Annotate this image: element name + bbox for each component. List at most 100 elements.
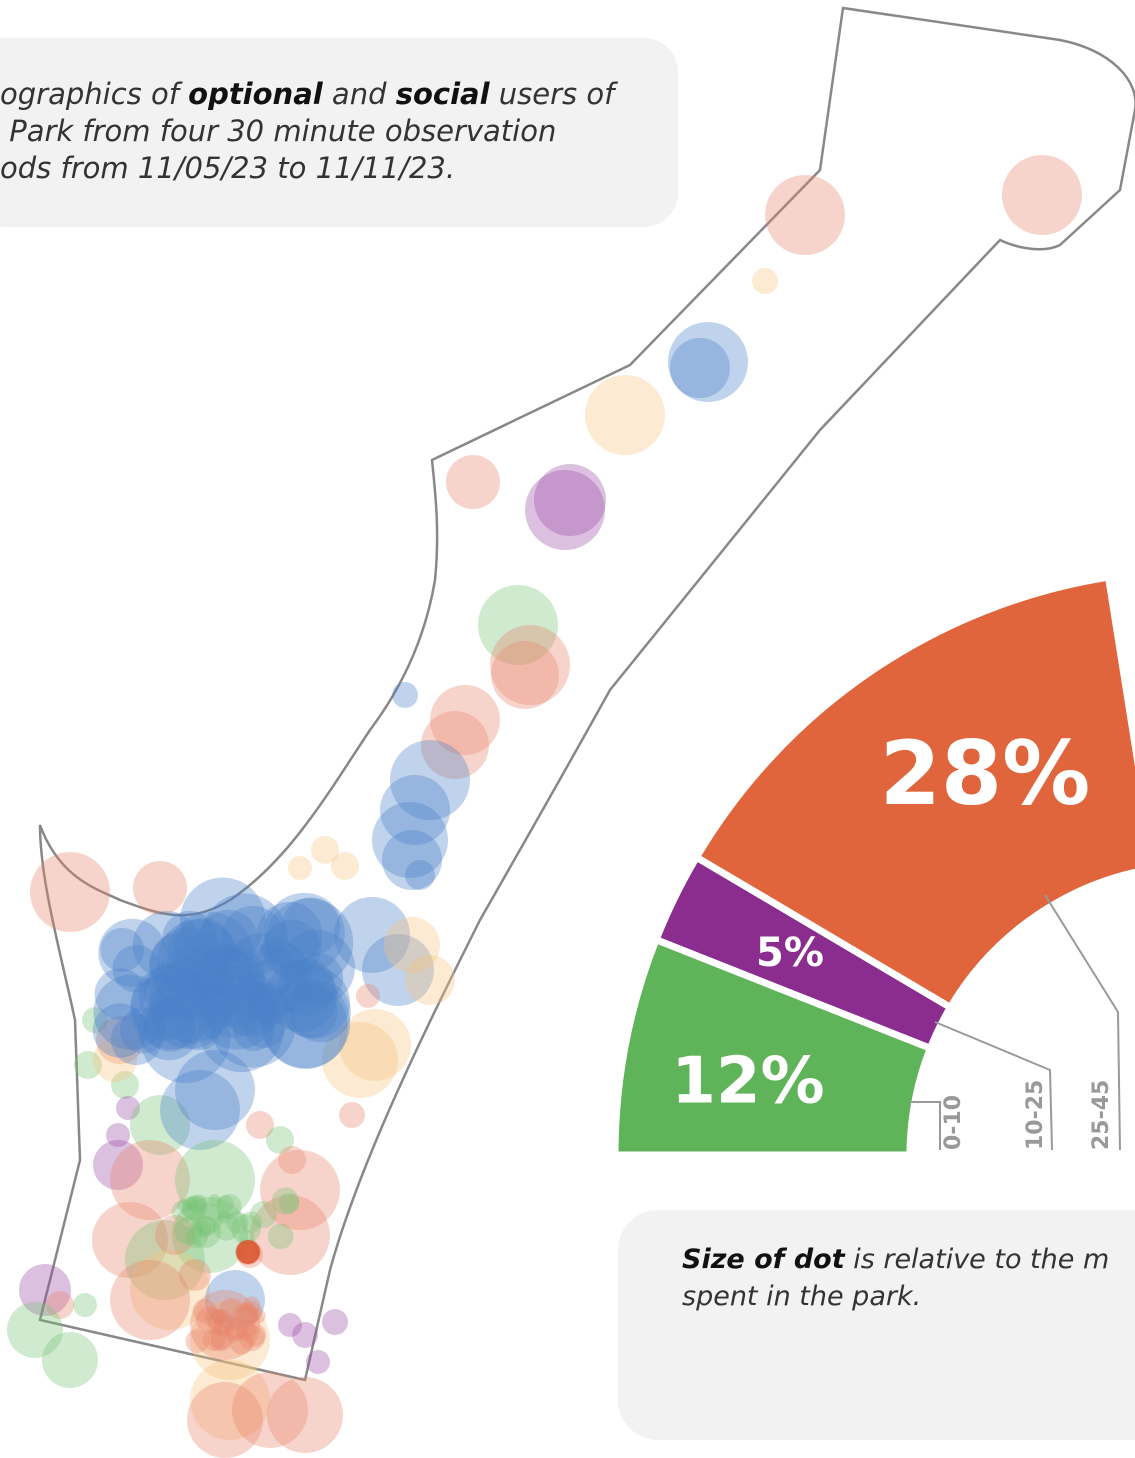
dot: [130, 965, 215, 1050]
dot: [384, 917, 440, 973]
dot: [181, 1196, 206, 1221]
dot: [160, 1070, 240, 1150]
donut-segment: [691, 573, 1135, 1013]
dot: [212, 1213, 241, 1241]
dot: [190, 1290, 260, 1360]
dot: [212, 1309, 229, 1326]
intro-line: Park from four 30 minute observation: [0, 114, 556, 148]
dot: [185, 1197, 199, 1210]
intro-span: and: [323, 77, 396, 111]
dot: [110, 1260, 190, 1340]
dot: [96, 1016, 144, 1064]
dot: [133, 861, 187, 915]
dot: [166, 911, 254, 999]
dot: [293, 953, 344, 1003]
dot: [267, 1377, 343, 1453]
dot: [138, 974, 186, 1021]
dot: [74, 1051, 102, 1079]
dot: [42, 1332, 98, 1388]
dot: [585, 375, 665, 455]
dot: [92, 1003, 148, 1058]
dot: [205, 1270, 265, 1330]
dot: [242, 1296, 261, 1315]
dot: [130, 1095, 190, 1155]
dot: [46, 1291, 74, 1319]
intro-bold: social: [396, 77, 491, 111]
dot: [226, 1211, 249, 1234]
dot: [262, 919, 321, 979]
dot: [7, 1302, 63, 1358]
dot: [210, 1328, 232, 1350]
intro-span: Park from four 30 minute observation: [0, 114, 556, 148]
dot: [185, 1225, 208, 1249]
dot: [278, 1146, 306, 1174]
dot: [233, 1303, 257, 1327]
dot: [98, 918, 167, 987]
dot: [190, 1194, 208, 1212]
dot: [112, 944, 161, 993]
dot: [289, 981, 351, 1043]
leader-line: [934, 1021, 1053, 1151]
dot: [238, 1325, 265, 1351]
dot: [247, 945, 298, 996]
dot: [405, 860, 435, 890]
dot: [174, 1216, 203, 1246]
dot: [217, 1195, 234, 1212]
dot: [144, 999, 196, 1052]
dot: [213, 1314, 236, 1337]
dot: [209, 981, 296, 1068]
dot: [446, 455, 500, 509]
dot: [110, 1014, 162, 1066]
dot: [247, 982, 291, 1026]
dot: [668, 322, 748, 402]
dot: [198, 986, 284, 1073]
dot: [175, 1050, 255, 1130]
dot: [229, 1331, 254, 1355]
dot: [281, 897, 341, 956]
dot: [143, 961, 202, 1020]
age-label: 25-45: [1089, 1080, 1114, 1150]
dot: [240, 1211, 262, 1234]
dot: [154, 948, 226, 1020]
dot: [243, 1006, 286, 1049]
dot: [231, 1213, 262, 1244]
dot: [196, 1306, 224, 1334]
dot: [277, 966, 350, 1039]
dot: [277, 958, 336, 1016]
dot: [100, 927, 145, 972]
dot: [243, 1323, 267, 1347]
dot: [116, 1096, 140, 1120]
dot: [189, 1216, 222, 1249]
dot: [225, 1317, 248, 1340]
dot: [137, 997, 201, 1061]
dot: [212, 974, 266, 1029]
dot: [478, 585, 558, 665]
dot: [175, 1140, 255, 1220]
dot: [221, 905, 285, 969]
dot: [238, 941, 313, 1016]
leader-line: [1044, 894, 1121, 1151]
dot: [30, 852, 110, 932]
age-label: 0-10: [941, 1095, 966, 1150]
intro-span: ods from 11/05/23 to 11/11/23.: [0, 151, 455, 185]
note-bold: Size of dot: [682, 1244, 846, 1275]
dot: [207, 1325, 234, 1352]
dot: [372, 802, 448, 878]
dot: [93, 1140, 143, 1190]
segment-label: 28%: [880, 722, 1091, 825]
dot: [110, 1140, 190, 1220]
dot: [250, 1308, 266, 1324]
dot: [271, 1187, 300, 1215]
dot: [356, 984, 380, 1008]
dot: [149, 956, 236, 1043]
dot: [155, 1215, 195, 1255]
dot: [279, 1192, 300, 1214]
dot: [207, 1309, 234, 1335]
dot: [292, 1322, 318, 1348]
dot: [92, 1202, 168, 1278]
dot: [202, 945, 252, 996]
dot: [130, 974, 198, 1041]
note-line: spent in the park.: [682, 1281, 921, 1312]
dot: [405, 955, 455, 1005]
dot: [187, 1382, 263, 1458]
